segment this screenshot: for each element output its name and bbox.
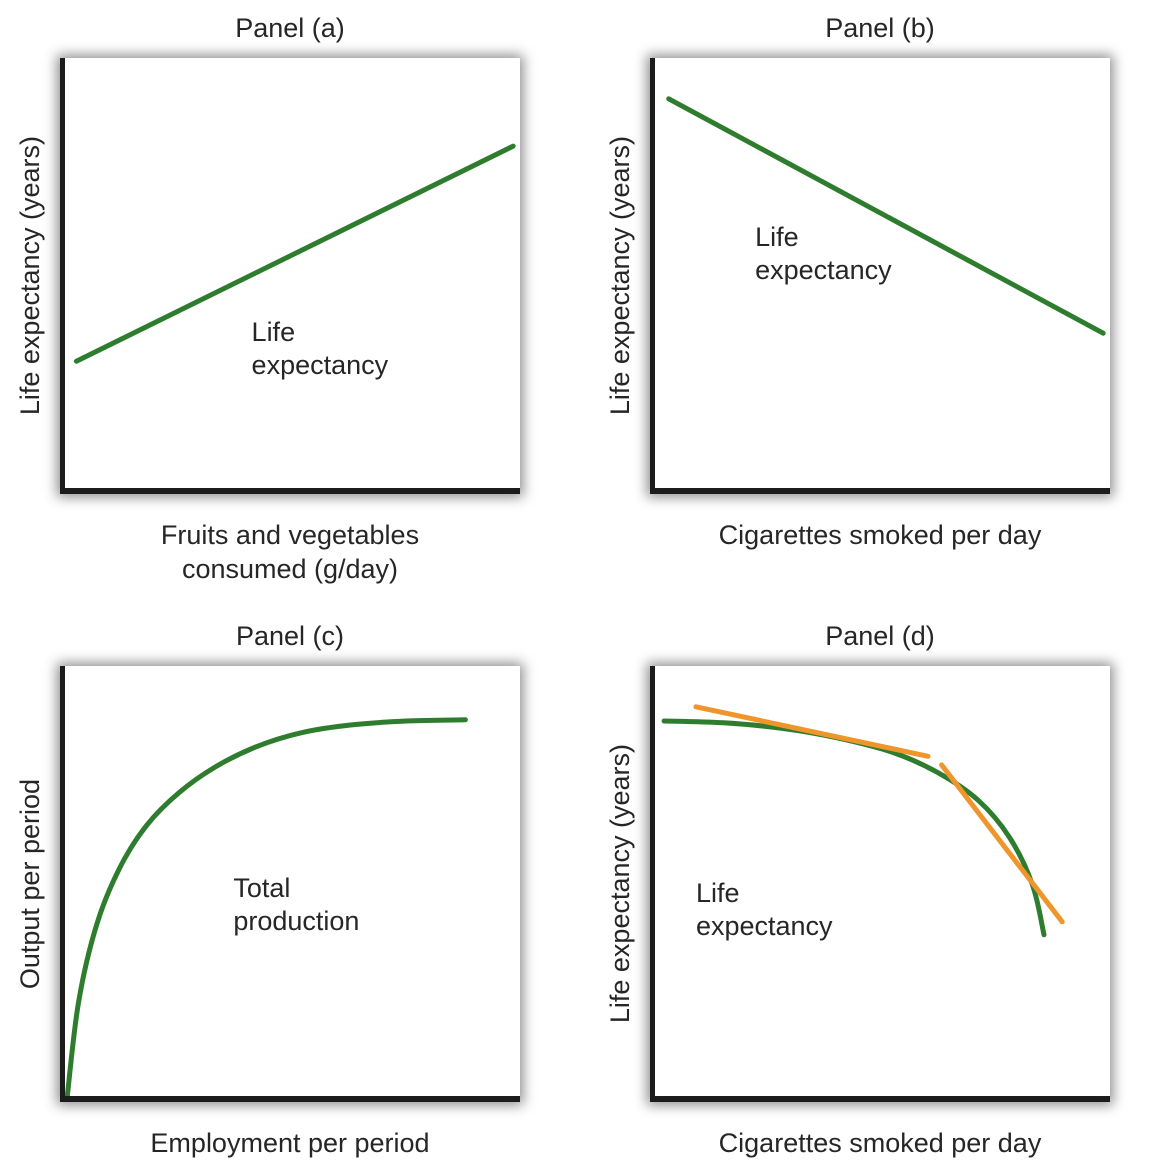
label-line: production xyxy=(233,906,360,937)
panel-b: Panel (b) Life expectancy (years) Life e… xyxy=(590,4,1149,586)
panel-c-plot-row: Output per period Total production xyxy=(0,666,590,1102)
label-line: Cigarettes smoked per day xyxy=(718,520,1042,550)
panel-d-y-axis-label: Life expectancy (years) xyxy=(604,744,635,1024)
label-line: consumed (g/day) xyxy=(181,554,399,584)
panel-d-plot-row: Life expectancy (years) Life expectancy xyxy=(590,666,1149,1102)
panel-b-curve-label: Life expectancy xyxy=(755,221,892,287)
panel-d-plot-area: Life expectancy xyxy=(650,666,1110,1102)
panel-c-curve-canvas xyxy=(65,717,468,1096)
panel-d-curve-canvas xyxy=(661,704,1065,938)
label-line: Employment per period xyxy=(150,1128,430,1158)
panel-d: Panel (d) Life expectancy (years) Life e… xyxy=(590,612,1149,1160)
panel-a-x-axis-label: Fruits and vegetables consumed (g/day) xyxy=(60,518,520,586)
panel-b-curve-canvas xyxy=(666,96,1106,336)
panel-a-curve-canvas xyxy=(73,143,516,364)
panel-c-curve-label: Total production xyxy=(233,872,359,938)
panel-b-plot-row: Life expectancy (years) Life expectancy xyxy=(590,58,1149,494)
label-line: Total xyxy=(233,873,291,904)
panel-c: Panel (c) Output per period Total produc… xyxy=(0,612,590,1160)
panel-d-title: Panel (d) xyxy=(825,621,935,651)
label-line: expectancy xyxy=(755,255,892,286)
panel-b-plot-area: Life expectancy xyxy=(650,58,1110,494)
label-line: Cigarettes smoked per day xyxy=(718,1128,1042,1158)
panel-d-x-axis-label: Cigarettes smoked per day xyxy=(650,1126,1110,1160)
label-line: expectancy xyxy=(251,350,389,380)
panel-a-plot-area: Life expectancy xyxy=(60,58,520,494)
panel-c-y-gutter: Output per period xyxy=(0,666,60,1102)
label-line: Fruits and vegetables xyxy=(160,520,420,550)
panel-b-y-axis-label: Life expectancy (years) xyxy=(604,136,635,416)
panel-a-curve-label: Life expectancy xyxy=(252,316,389,382)
panel-a-y-gutter: Life expectancy (years) xyxy=(0,58,60,494)
panel-b-x-axis-label: Cigarettes smoked per day xyxy=(650,518,1110,552)
panel-a: Panel (a) Life expectancy (years) Life e… xyxy=(0,4,590,586)
label-line: Life xyxy=(755,222,799,253)
panel-c-y-axis-label: Output per period xyxy=(14,778,45,990)
panel-b-y-gutter: Life expectancy (years) xyxy=(590,58,650,494)
panel-c-plot-area: Total production xyxy=(60,666,520,1102)
panel-c-title: Panel (c) xyxy=(235,621,345,651)
panel-a-plot-row: Life expectancy (years) Life expectancy xyxy=(0,58,590,494)
panel-d-curve-label: Life expectancy xyxy=(696,877,833,943)
panel-a-title: Panel (a) xyxy=(235,13,345,43)
panel-b-title: Panel (b) xyxy=(825,13,935,43)
label-line: Life xyxy=(695,877,740,908)
panel-c-x-axis-label: Employment per period xyxy=(60,1126,520,1160)
panel-d-y-gutter: Life expectancy (years) xyxy=(590,666,650,1102)
label-line: expectancy xyxy=(695,910,833,941)
panel-a-y-axis-label: Life expectancy (years) xyxy=(14,136,45,416)
label-line: Life xyxy=(251,317,296,347)
